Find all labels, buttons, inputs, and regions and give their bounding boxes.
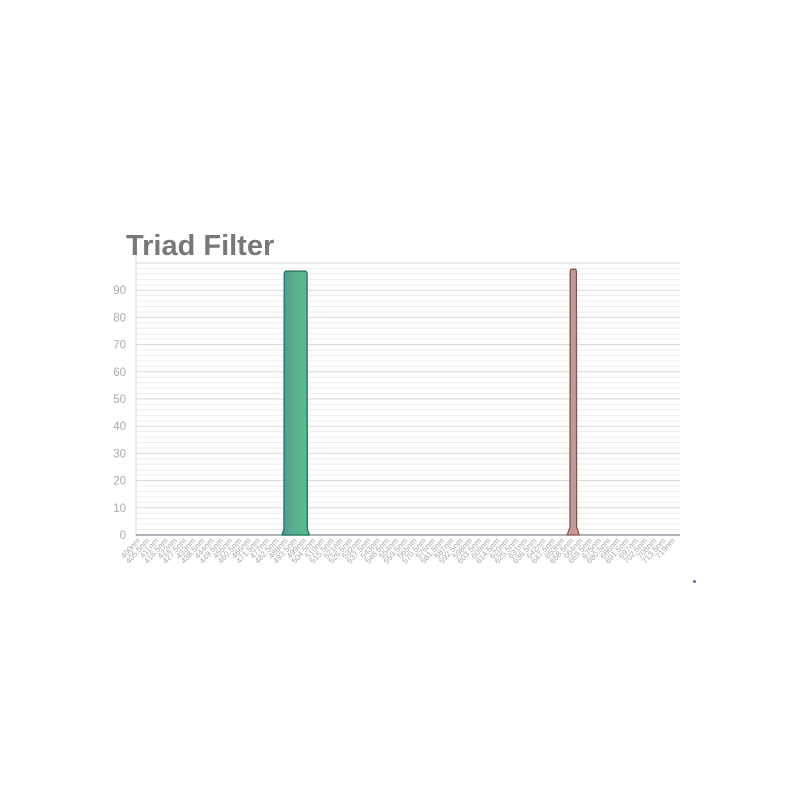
svg-text:30: 30 [113, 448, 126, 460]
svg-text:70: 70 [113, 340, 126, 352]
svg-text:20: 20 [113, 476, 126, 488]
svg-text:80: 80 [113, 312, 126, 324]
svg-text:10: 10 [113, 503, 126, 515]
svg-text:0: 0 [120, 530, 126, 542]
svg-text:60: 60 [113, 367, 126, 379]
svg-text:40: 40 [113, 421, 126, 433]
svg-text:50: 50 [113, 394, 126, 406]
svg-text:90: 90 [113, 285, 126, 297]
